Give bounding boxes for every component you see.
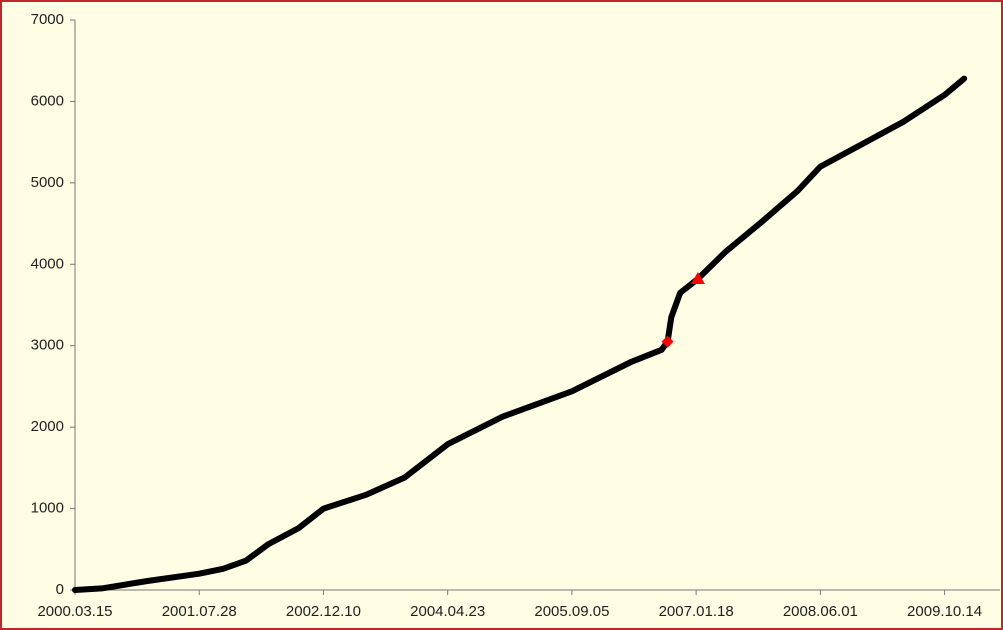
y-tick-label: 0	[56, 581, 64, 598]
x-tick-label: 2002.12.10	[286, 603, 361, 620]
x-tick-label: 2009.10.14	[907, 603, 982, 620]
x-tick-label: 2001.07.28	[162, 603, 237, 620]
y-tick-label: 2000	[31, 418, 64, 435]
x-tick-label: 2007.01.18	[659, 603, 734, 620]
x-tick-label: 2005.09.05	[534, 603, 609, 620]
y-tick-label: 1000	[31, 500, 64, 517]
x-tick-label: 2008.06.01	[783, 603, 858, 620]
x-tick-label: 2004.04.23	[410, 603, 485, 620]
y-tick-label: 6000	[31, 92, 64, 109]
y-tick-label: 5000	[31, 174, 64, 191]
marker-diamond	[661, 335, 674, 348]
x-tick-label: 2000.03.15	[37, 603, 112, 620]
y-tick-label: 3000	[31, 337, 64, 354]
y-tick-label: 4000	[31, 255, 64, 272]
marker-triangle	[690, 271, 705, 284]
line-series	[72, 75, 968, 593]
y-tick-label: 7000	[31, 11, 64, 28]
